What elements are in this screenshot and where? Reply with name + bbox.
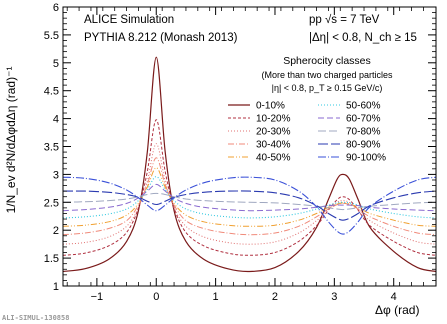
y-tick-label: 1 <box>53 281 59 293</box>
x-axis-title: Δφ (rad) <box>375 303 419 317</box>
x-tick-label: −1 <box>91 291 104 303</box>
series-line-30-40% <box>62 157 437 236</box>
legend-entry-label: 10-20% <box>256 114 291 125</box>
series-line-10-20% <box>62 119 437 256</box>
x-tick-label: 0 <box>153 291 159 303</box>
legend-entry-label: 90-100% <box>346 153 386 164</box>
axis-ticks: −1 0 1 2 3 4 1 1.5 2 2.5 3 3.5 4 4.5 5 5.5 6 <box>44 2 436 303</box>
series-line-80-90% <box>62 190 437 221</box>
legend-entry-label: 80-90% <box>346 140 381 151</box>
legend-title: Spherocity classes <box>283 55 371 67</box>
y-tick-label: 2.5 <box>44 197 59 209</box>
legend: 0-10% 10-20% 20-30% 30-40% 40-50% 50-60% 60-70… <box>228 101 386 164</box>
legend-entry-label: 0-10% <box>256 101 285 112</box>
series-layer <box>62 56 437 273</box>
legend-subtitle-2: |η| < 0.8, p_T ≥ 0.15 GeV/c) <box>272 83 383 93</box>
y-tick-label: 2 <box>53 225 59 237</box>
series-line-0-10% <box>62 56 437 273</box>
series-line-60-70% <box>62 183 437 212</box>
y-tick-label: 5 <box>53 58 59 70</box>
legend-entry-label: 30-40% <box>256 140 291 151</box>
series-line-90-100% <box>62 176 437 235</box>
series-line-50-60% <box>62 176 437 219</box>
series-line-70-80% <box>62 192 437 211</box>
system-label: pp √s = 7 TeV <box>309 13 380 26</box>
y-tick-label: 6 <box>53 2 59 14</box>
x-tick-label: 1 <box>213 291 219 303</box>
x-tick-label: 3 <box>331 291 337 303</box>
y-tick-label: 5.5 <box>44 30 59 42</box>
legend-entry-label: 70-80% <box>346 127 381 138</box>
simulation-label: ALICE Simulation <box>84 14 174 26</box>
x-tick-label: 2 <box>272 291 278 303</box>
legend-entry-label: 60-70% <box>346 114 381 125</box>
watermark: ALI-SIMUL-130858 <box>2 314 69 322</box>
y-tick-label: 4 <box>53 114 59 126</box>
y-tick-label: 4.5 <box>44 86 59 98</box>
legend-entry-label: 50-60% <box>346 101 381 112</box>
x-tick-label: 4 <box>391 291 397 303</box>
y-axis-title: 1/N_ev d²N/dΔφdΔη (rad)⁻¹ <box>4 67 18 214</box>
y-tick-label: 3.5 <box>44 142 59 154</box>
generator-label: PYTHIA 8.212 (Monash 2013) <box>84 32 238 44</box>
legend-entry-label: 40-50% <box>256 153 291 164</box>
series-line-20-30% <box>62 143 437 245</box>
y-tick-label: 3 <box>53 169 59 181</box>
series-line-40-50% <box>62 167 437 227</box>
legend-entry-label: 20-30% <box>256 127 291 138</box>
legend-subtitle-1: (More than two charged particles <box>261 70 393 80</box>
cuts-label: |Δη| < 0.8, N_ch ≥ 15 <box>309 32 417 44</box>
y-tick-label: 1.5 <box>44 253 59 265</box>
